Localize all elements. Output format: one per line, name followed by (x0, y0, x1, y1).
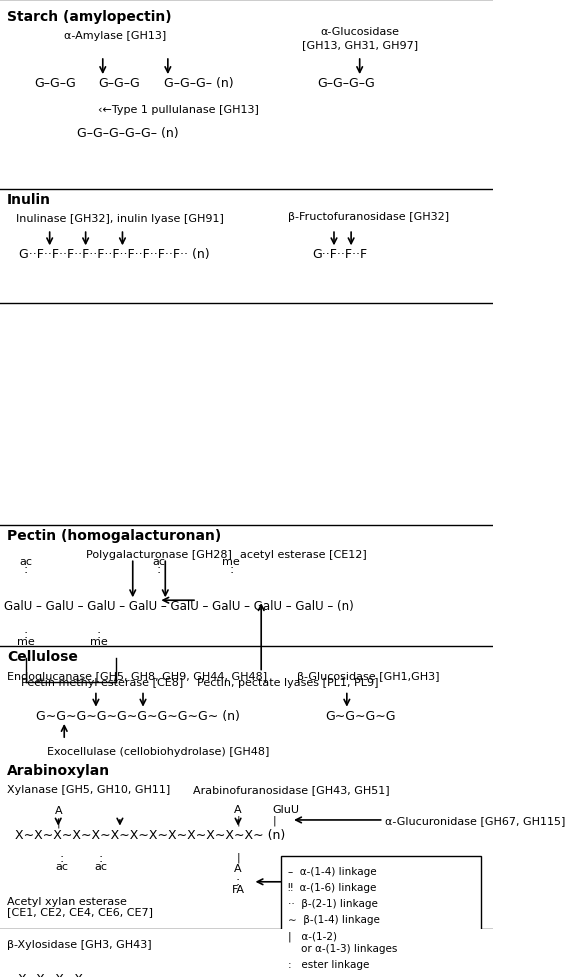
Text: ac: ac (55, 861, 68, 871)
Text: :: : (236, 874, 240, 887)
Text: ac: ac (19, 556, 32, 567)
Text: α-Amylase [GH13]: α-Amylase [GH13] (65, 31, 166, 41)
Text: G–G–G–G–G– (n): G–G–G–G–G– (n) (77, 127, 179, 140)
Text: ‹←Type 1 pullulanase [GH13]: ‹←Type 1 pullulanase [GH13] (98, 106, 259, 115)
Text: :: : (24, 627, 28, 640)
Text: FA: FA (232, 884, 245, 894)
Text: Cellulose: Cellulose (7, 649, 78, 663)
Text: –  α-(1-4) linkage: – α-(1-4) linkage (288, 866, 376, 875)
Text: :: : (156, 563, 161, 575)
Text: [CE1, CE2, CE4, CE6, CE7]: [CE1, CE2, CE4, CE6, CE7] (7, 907, 153, 916)
Text: X∼X∼X∼X: X∼X∼X∼X (17, 972, 83, 977)
Text: :: : (99, 852, 103, 865)
Text: |: | (56, 817, 60, 828)
Text: |: | (272, 815, 276, 826)
Text: Polygalacturonase [GH28]: Polygalacturonase [GH28] (86, 549, 232, 559)
Text: G∼G∼G∼G: G∼G∼G∼G (325, 709, 396, 722)
Text: :: : (24, 563, 28, 575)
Text: Feruloyl esterase [CE1]: Feruloyl esterase [CE1] (306, 877, 436, 887)
Text: G–G–G– (n): G–G–G– (n) (164, 77, 233, 90)
Text: Xylanase [GH5, GH10, GH11]: Xylanase [GH5, GH10, GH11] (7, 784, 170, 794)
Text: |: | (236, 815, 240, 826)
Text: Pectin methyl esterase [CE8]: Pectin methyl esterase [CE8] (21, 678, 184, 688)
Text: :: : (229, 563, 233, 575)
Text: G–G–G: G–G–G (34, 77, 76, 90)
Text: Pectin, pectate lyases [PL1, PL9]: Pectin, pectate lyases [PL1, PL9] (197, 678, 378, 688)
Text: Exocellulase (cellobiohydrolase) [GH48]: Exocellulase (cellobiohydrolase) [GH48] (47, 746, 270, 756)
Text: G∼G∼G∼G∼G∼G∼G∼G∼G∼ (n): G∼G∼G∼G∼G∼G∼G∼G∼G∼ (n) (36, 709, 240, 722)
Text: me: me (17, 637, 35, 647)
Text: or α-(1-3) linkages: or α-(1-3) linkages (288, 943, 397, 954)
Text: Endoglucanase [GH5, GH8, GH9, GH44, GH48]: Endoglucanase [GH5, GH8, GH9, GH44, GH48… (7, 671, 267, 681)
FancyBboxPatch shape (281, 856, 482, 964)
Text: ∼  β-(1-4) linkage: ∼ β-(1-4) linkage (288, 914, 380, 924)
Text: Inulinase [GH32], inulin lyase [GH91]: Inulinase [GH32], inulin lyase [GH91] (16, 214, 224, 224)
Text: ··  β-(2-1) linkage: ·· β-(2-1) linkage (288, 898, 378, 908)
Text: A: A (234, 863, 242, 872)
Text: ac: ac (94, 861, 108, 871)
Text: me: me (90, 637, 107, 647)
Text: Starch (amylopectin): Starch (amylopectin) (7, 10, 172, 23)
Text: α-Glucosidase: α-Glucosidase (320, 26, 399, 36)
Text: me: me (222, 556, 240, 567)
Text: GalU – GalU – GalU – GalU – GalU – GalU – GalU – GalU – (n): GalU – GalU – GalU – GalU – GalU – GalU … (4, 600, 354, 613)
Text: Pectin (homogalacturonan): Pectin (homogalacturonan) (7, 529, 221, 542)
Text: G··F··F··F··F··F··F··F··F··F··F·· (n): G··F··F··F··F··F··F··F··F··F··F·· (n) (19, 248, 210, 261)
Text: G–G–G–G: G–G–G–G (317, 77, 374, 90)
Text: :: : (59, 852, 64, 865)
Text: β-Xylosidase [GH3, GH43]: β-Xylosidase [GH3, GH43] (7, 939, 151, 949)
Text: :   ester linkage: : ester linkage (288, 959, 369, 969)
Text: [GH13, GH31, GH97]: [GH13, GH31, GH97] (302, 40, 418, 50)
Text: A: A (54, 806, 62, 816)
Text: ‼  α-(1-6) linkage: ‼ α-(1-6) linkage (288, 882, 376, 892)
Text: |: | (236, 852, 240, 862)
Text: A: A (234, 804, 242, 814)
Text: α-Glucuronidase [GH67, GH115]: α-Glucuronidase [GH67, GH115] (385, 815, 566, 826)
Text: GluU: GluU (272, 804, 300, 814)
Text: G··F··F··F: G··F··F··F (313, 248, 367, 261)
Text: acetyl esterase [CE12]: acetyl esterase [CE12] (240, 549, 366, 559)
Text: Inulin: Inulin (7, 192, 51, 207)
Text: β-Fructofuranosidase [GH32]: β-Fructofuranosidase [GH32] (287, 212, 449, 222)
Text: β-Glucosidase [GH1,GH3]: β-Glucosidase [GH1,GH3] (297, 671, 439, 681)
Text: Arabinofuranosidase [GH43, GH51]: Arabinofuranosidase [GH43, GH51] (193, 784, 389, 794)
Text: ac: ac (152, 556, 165, 567)
Text: Arabinoxylan: Arabinoxylan (7, 763, 110, 777)
Text: G–G–G: G–G–G (98, 77, 140, 90)
Text: |   α-(1-2): | α-(1-2) (288, 930, 337, 941)
Text: Acetyl xylan esterase: Acetyl xylan esterase (7, 896, 127, 906)
Text: :: : (96, 627, 101, 640)
Text: X∼X∼X∼X∼X∼X∼X∼X∼X∼X∼X∼X∼X∼ (n): X∼X∼X∼X∼X∼X∼X∼X∼X∼X∼X∼X∼X∼ (n) (16, 828, 286, 841)
